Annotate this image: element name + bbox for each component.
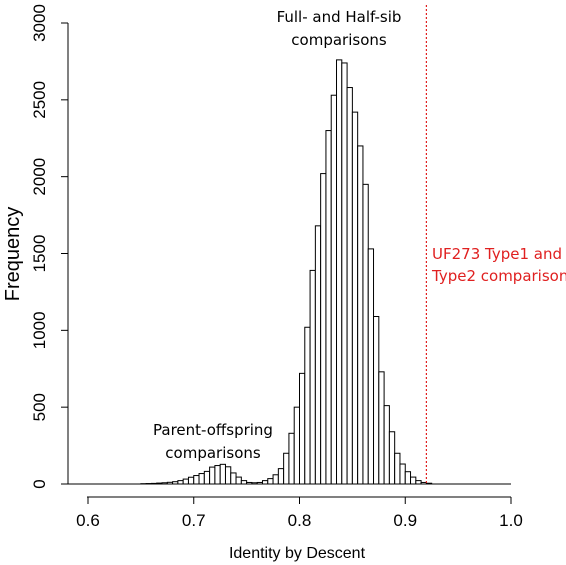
histogram-bar [240,480,248,485]
histogram-bar [346,87,353,485]
histogram-bar [214,465,221,485]
histogram-bar [288,432,295,485]
histogram-bar [394,452,401,485]
histogram-bar [373,316,380,485]
annotation-parent-offspring-line1: Parent-offspring [153,421,273,439]
y-axis-ticks: 0 500 1000 1500 2000 2500 3000 [30,4,68,489]
histogram-bar [161,482,168,485]
histogram-bar [404,471,412,485]
histogram-bar [362,183,369,485]
histogram-bar [156,482,163,485]
annotation-uf273-line1: UF273 Type1 and [432,245,562,263]
histogram-bar [182,478,189,485]
histogram-bar [261,480,269,485]
histogram-bar [272,474,279,485]
histogram-bar [166,481,174,485]
y-axis-title: Frequency [2,207,24,302]
x-axis-title: Identity by Descent [229,545,366,562]
x-tick-label: 0.7 [182,511,206,530]
x-tick-label: 0.8 [288,511,312,530]
x-tick-label: 0.9 [393,511,417,530]
histogram-bar [357,145,364,485]
histogram-bar [351,111,359,485]
histogram-bar [277,468,285,485]
histogram-bar [367,248,375,485]
histogram-bar [314,225,322,485]
histogram-bar [383,405,390,485]
histogram-bars [66,59,511,485]
histogram-bar [203,470,211,485]
histogram-bar [415,480,422,485]
histogram-bar [193,475,200,485]
histogram-bar [256,481,263,485]
histogram-bar [425,482,433,485]
histogram-bar [219,463,226,485]
histogram-bar [378,371,385,485]
histogram-bar [304,326,311,485]
x-axis-ticks: 0.6 0.7 0.8 0.9 1.0 [76,497,523,530]
histogram-bar [198,473,205,485]
histogram-bar [235,476,242,485]
y-tick-label: 500 [30,393,49,421]
histogram-bar [388,431,396,485]
histogram-bar [410,476,417,485]
y-tick-label: 2500 [30,81,49,119]
histogram-bar [309,269,316,485]
histogram-bar [330,94,338,485]
histogram-bar [187,476,195,485]
histogram-bar [341,62,348,485]
histogram-bar [209,466,216,485]
histogram-bar [399,463,406,485]
histogram-bar [230,472,237,485]
histogram-bar [293,406,300,485]
annotation-sib-line2: comparisons [291,31,387,49]
histogram-bar [224,466,232,485]
annotation-uf273-line2: Type2 comparison [431,267,566,285]
x-tick-label: 0.6 [76,511,100,530]
y-tick-label: 0 [30,479,49,488]
histogram-bar [299,372,306,485]
histogram-bar [325,130,332,485]
x-tick-label: 1.0 [499,511,523,530]
histogram-bar [320,173,327,485]
y-tick-label: 1000 [30,311,49,349]
histogram-bar [150,482,158,485]
histogram-bar [177,480,184,485]
histogram-bar [336,59,343,485]
histogram-bar [283,452,290,485]
annotation-sib-line1: Full- and Half-sib [277,8,402,26]
annotation-parent-offspring-line2: comparisons [165,444,261,462]
histogram-bar [267,478,274,485]
y-tick-label: 2000 [30,158,49,196]
histogram-bar [172,481,179,485]
y-tick-label: 1500 [30,235,49,273]
y-tick-label: 3000 [30,4,49,42]
histogram-bar [251,482,258,485]
histogram-bar [420,481,427,485]
histogram-bar [246,481,253,485]
